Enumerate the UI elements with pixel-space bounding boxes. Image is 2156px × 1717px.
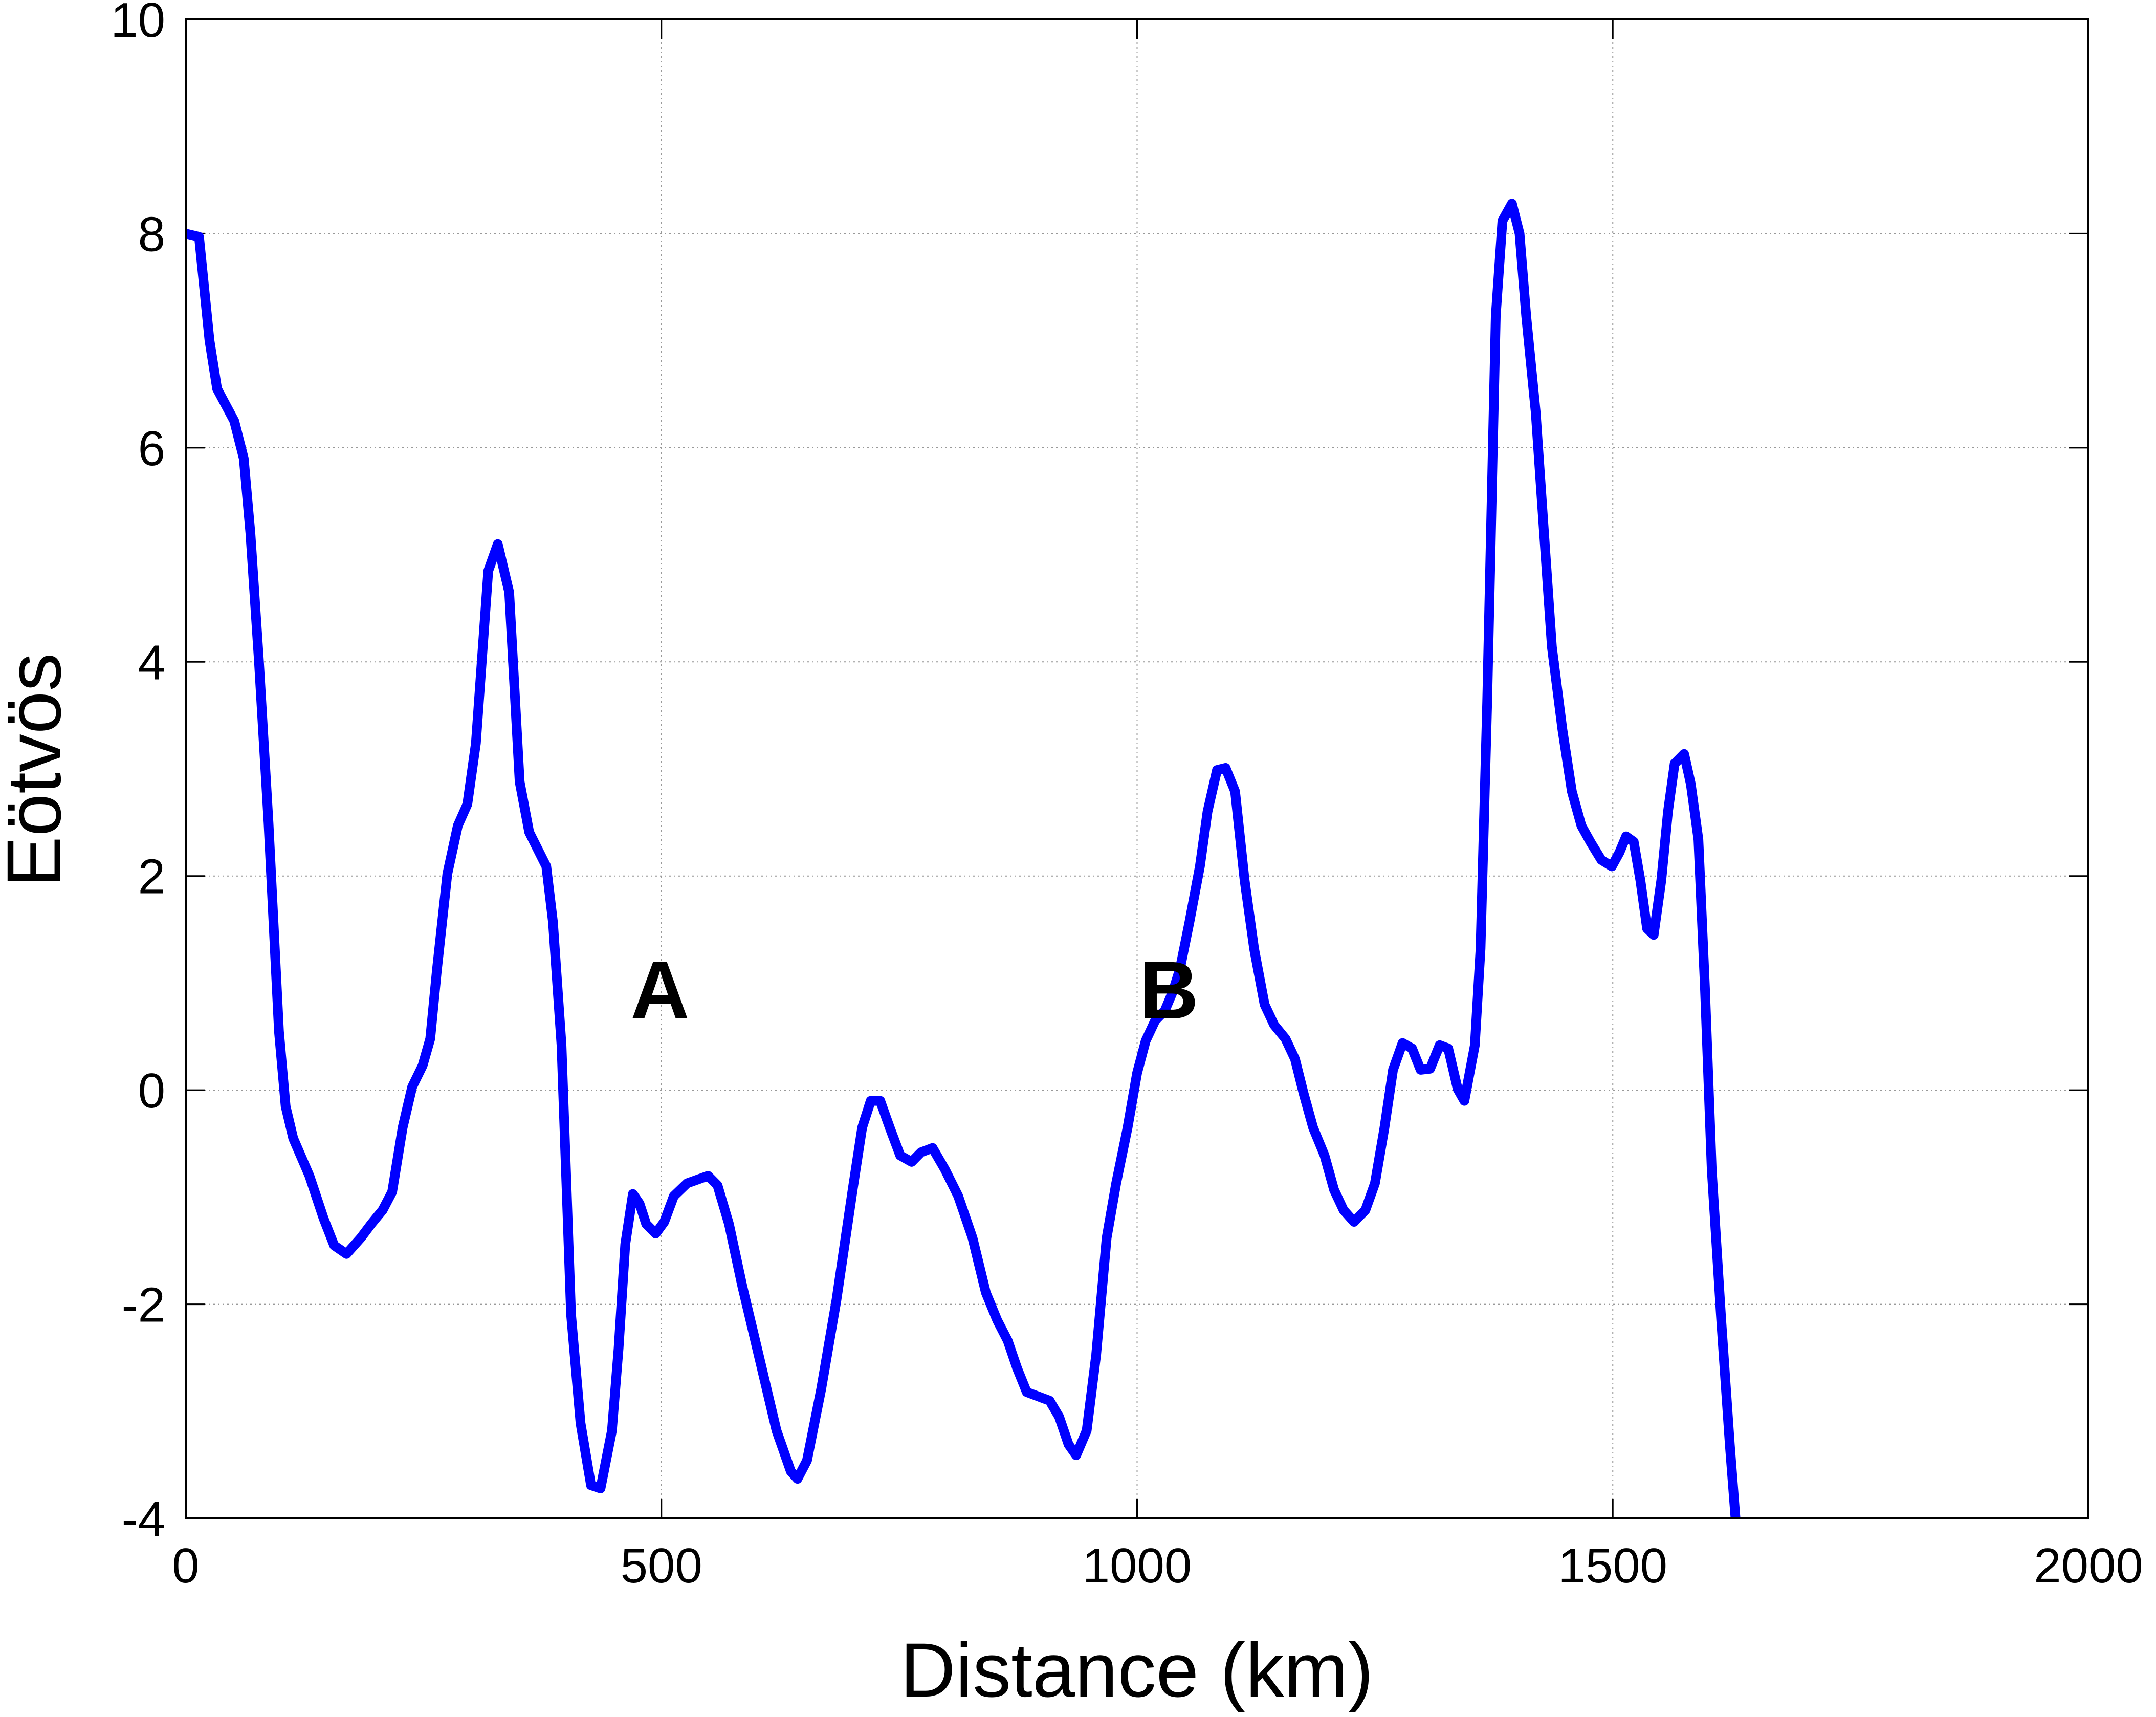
- y-tick-label: -4: [122, 1492, 165, 1547]
- plot-frame: [185, 18, 2089, 1519]
- y-tick-label: 4: [138, 635, 165, 690]
- y-axis-label: Eötvös: [0, 653, 77, 888]
- y-tick-label: 6: [138, 421, 165, 476]
- y-tick-label: 0: [138, 1063, 165, 1118]
- x-tick-label: 2000: [2034, 1538, 2143, 1593]
- y-tick-label: -2: [122, 1278, 165, 1333]
- x-tick-label: 0: [172, 1538, 199, 1593]
- x-axis-label: Distance (km): [900, 1627, 1373, 1713]
- y-tick-label: 10: [111, 0, 165, 48]
- data-line: [184, 199, 1741, 1519]
- x-tick-label: 500: [621, 1538, 702, 1593]
- x-tick-label: 1500: [1558, 1538, 1667, 1593]
- annotation: B: [1139, 944, 1199, 1036]
- y-tick-label: 8: [138, 207, 165, 262]
- x-tick-label: 1000: [1083, 1538, 1192, 1593]
- annotation: A: [630, 944, 690, 1036]
- y-tick-label: 2: [138, 850, 165, 904]
